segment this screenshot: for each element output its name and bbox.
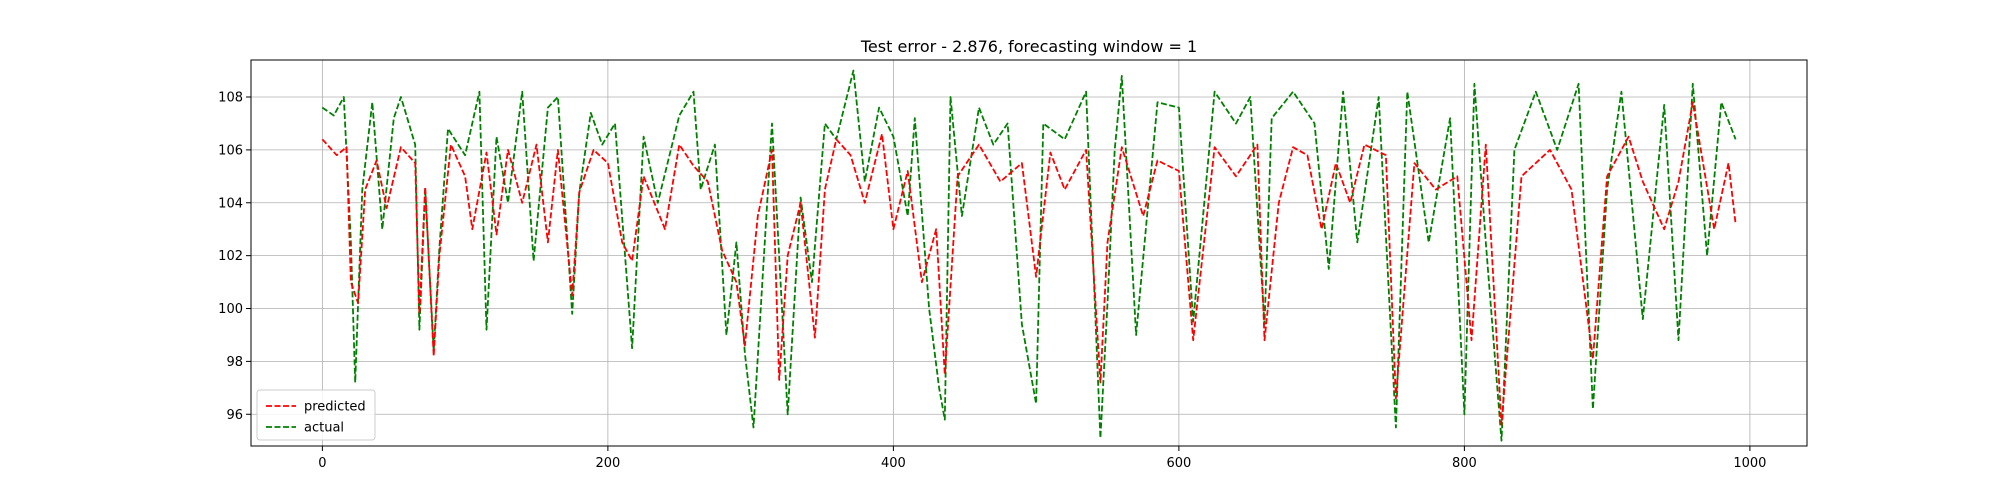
y-tick-label: 100 (218, 302, 243, 317)
x-tick-label: 600 (1166, 456, 1191, 471)
x-tick-label: 200 (595, 456, 620, 471)
legend-label-actual: actual (304, 421, 344, 436)
series-line-actual (321, 69, 1737, 442)
series-lines (321, 69, 1737, 442)
y-tick-label: 102 (218, 249, 243, 264)
plot-area-frame (250, 59, 1808, 447)
chart-title: Test error - 2.876, forecasting window =… (860, 37, 1197, 56)
grid (251, 60, 1807, 446)
y-tick-label: 108 (218, 91, 243, 106)
legend-label-predicted: predicted (304, 400, 366, 415)
x-tick-label: 0 (318, 456, 326, 471)
series-line-predicted (321, 101, 1737, 426)
legend: predicted actual (256, 389, 376, 441)
x-tick-label: 400 (881, 456, 906, 471)
y-tick-label: 104 (218, 196, 243, 211)
y-tick-label: 98 (226, 355, 243, 370)
y-tick-label: 106 (218, 143, 243, 158)
axis-ticks: 0 200 400 600 800 1000 96 98 100 102 104 106 108 (218, 91, 1766, 471)
x-tick-label: 1000 (1733, 456, 1766, 471)
y-tick-label: 96 (226, 408, 243, 423)
x-tick-label: 800 (1452, 456, 1477, 471)
